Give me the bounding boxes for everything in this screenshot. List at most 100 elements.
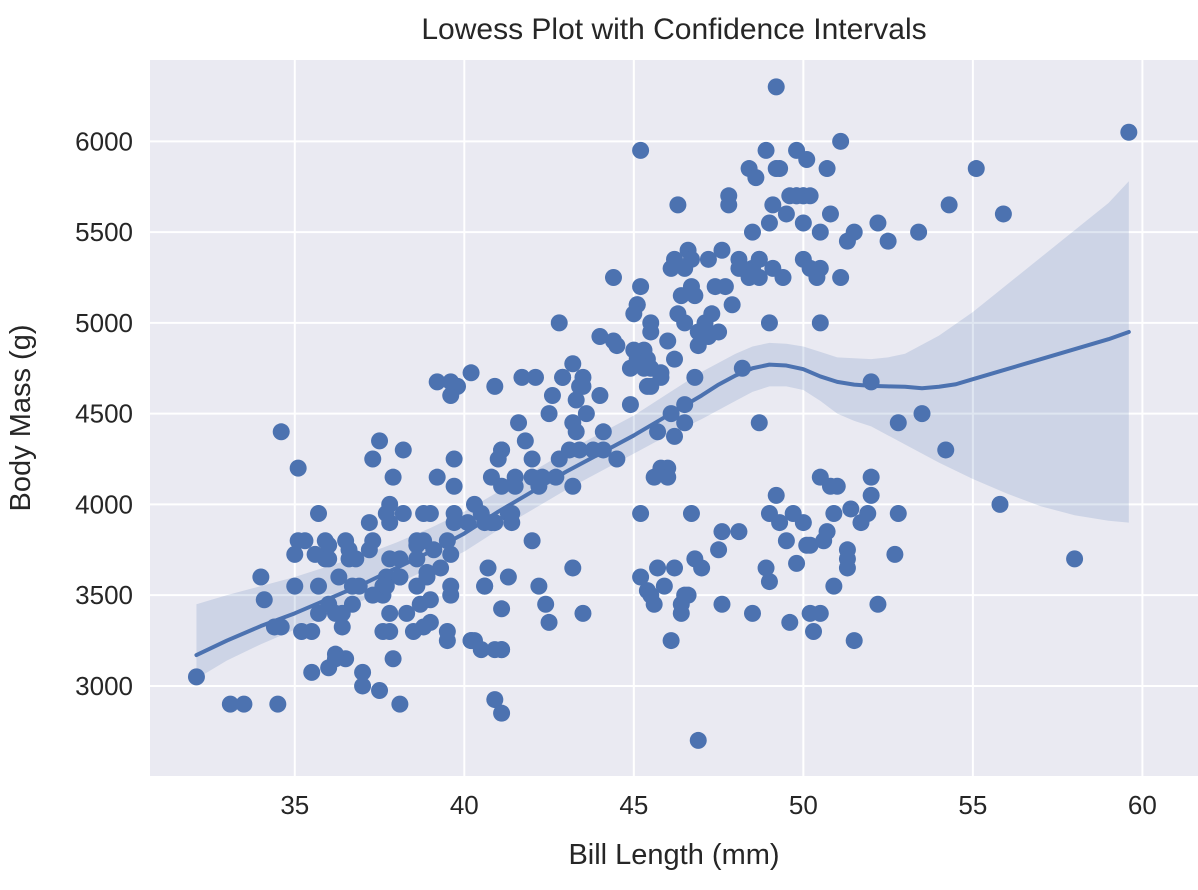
scatter-point (689, 337, 707, 355)
scatter-point (669, 305, 687, 323)
scatter-point (377, 577, 395, 595)
scatter-point (462, 632, 480, 650)
scatter-point (991, 495, 1009, 513)
scatter-point (442, 386, 460, 404)
scatter-point (591, 327, 609, 345)
scatter-point (398, 604, 416, 622)
scatter-point (638, 377, 656, 395)
scatter-point (604, 268, 622, 286)
scatter-point (364, 586, 382, 604)
x-tick-label: 45 (619, 790, 648, 820)
scatter-point (720, 196, 738, 214)
scatter-point (584, 441, 602, 459)
scatter-point (289, 532, 307, 550)
scatter-point (381, 604, 399, 622)
scatter-point (743, 604, 761, 622)
x-tick-label: 35 (280, 790, 309, 820)
scatter-point (408, 577, 426, 595)
scatter-point (489, 450, 507, 468)
scatter-point (289, 459, 307, 477)
scatter-point (442, 577, 460, 595)
scatter-point (862, 468, 880, 486)
scatter-point (676, 414, 694, 432)
scatter-point (310, 604, 328, 622)
scatter-point (187, 668, 205, 686)
scatter-point (757, 559, 775, 577)
scatter-point (567, 391, 585, 409)
scatter-point (672, 287, 690, 305)
scatter-point (784, 504, 802, 522)
scatter-point (272, 618, 290, 636)
scatter-point (540, 405, 558, 423)
scatter-point (326, 650, 344, 668)
scatter-point (764, 196, 782, 214)
scatter-point (526, 368, 544, 386)
scatter-point (686, 287, 704, 305)
scatter-point (832, 132, 850, 150)
scatter-point (666, 350, 684, 368)
scatter-point (442, 373, 460, 391)
scatter-point (1066, 550, 1084, 568)
scatter-point (499, 568, 517, 586)
scatter-point (381, 495, 399, 513)
scatter-point (591, 386, 609, 404)
scatter-point (503, 514, 521, 532)
scatter-point (794, 214, 812, 232)
scatter-point (805, 622, 823, 640)
scatter-point (272, 423, 290, 441)
scatter-point (577, 405, 595, 423)
scatter-point (886, 545, 904, 563)
scatter-point (937, 441, 955, 459)
scatter-point (781, 613, 799, 631)
scatter-point (333, 618, 351, 636)
scatter-point (564, 559, 582, 577)
scatter-point (604, 332, 622, 350)
scatter-point (798, 150, 816, 168)
scatter-point (310, 577, 328, 595)
scatter-point (371, 432, 389, 450)
scatter-point (713, 241, 731, 259)
scatter-point (801, 536, 819, 554)
chart-title: Lowess Plot with Confidence Intervals (421, 13, 926, 46)
scatter-point (432, 559, 450, 577)
y-tick-label: 5500 (75, 217, 133, 247)
scatter-point (364, 532, 382, 550)
scatter-point (825, 577, 843, 595)
scatter-point (320, 550, 338, 568)
scatter-point (940, 196, 958, 214)
scatter-point (682, 250, 700, 268)
lowess-line (194, 329, 1131, 658)
scatter-point (462, 364, 480, 382)
scatter-point (540, 613, 558, 631)
scatter-point (676, 396, 694, 414)
scatter-point (384, 468, 402, 486)
scatter-point (252, 568, 270, 586)
scatter-point (713, 523, 731, 541)
scatter-point (825, 504, 843, 522)
scatter-point (320, 536, 338, 554)
scatter-point (774, 268, 792, 286)
scatter-point (889, 504, 907, 522)
scatter-point (699, 250, 717, 268)
scatter-point (235, 695, 253, 713)
scatter-point (486, 377, 504, 395)
scatter-point (391, 550, 409, 568)
x-tick-label: 50 (789, 790, 818, 820)
scatter-point (493, 477, 511, 495)
scatter-point (730, 523, 748, 541)
scatter-point (994, 205, 1012, 223)
scatter-point (394, 441, 412, 459)
x-axis-label: Bill Length (mm) (568, 839, 779, 871)
scatter-point (632, 568, 650, 586)
scatter-point (523, 468, 541, 486)
scatter-point (445, 514, 463, 532)
scatter-point (777, 205, 795, 223)
scatter-point (479, 559, 497, 577)
scatter-point (408, 550, 426, 568)
scatter-point (686, 550, 704, 568)
scatter-point (516, 432, 534, 450)
scatter-point (710, 323, 728, 341)
scatter-point (689, 323, 707, 341)
y-tick-label: 6000 (75, 126, 133, 156)
